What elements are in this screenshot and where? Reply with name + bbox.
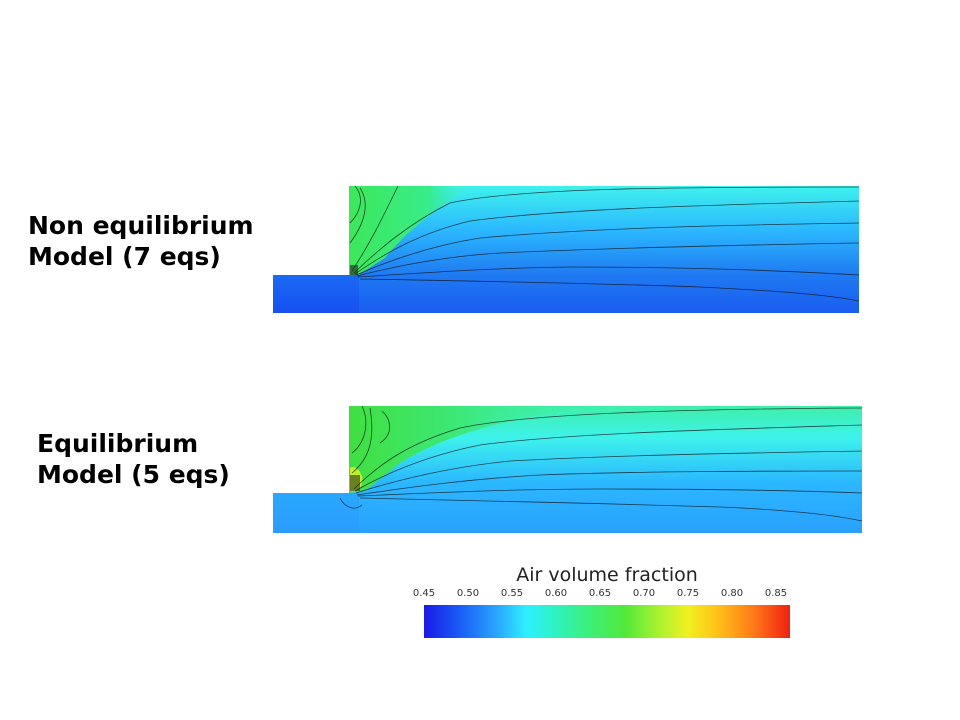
label-line-2: Model (5 eqs): [37, 460, 230, 489]
non-equilibrium-model-label: Non equilibrium Model (7 eqs): [28, 210, 254, 272]
equilibrium-contour-plot: [273, 405, 863, 533]
colorbar-tick: 0.75: [676, 588, 700, 599]
colorbar-gradient: [424, 605, 790, 638]
colorbar-tick-labels: 0.45 0.50 0.55 0.60 0.65 0.70 0.75 0.80 …: [404, 588, 800, 602]
label-line-1: Non equilibrium: [28, 211, 254, 240]
domain-step: [273, 275, 359, 313]
green-region: [349, 186, 480, 275]
colorbar-tick: 0.80: [720, 588, 744, 599]
domain-step: [273, 493, 359, 533]
colorbar-tick: 0.55: [500, 588, 524, 599]
label-line-1: Equilibrium: [37, 429, 199, 458]
non-equilibrium-contour-plot: [273, 185, 860, 313]
colorbar-tick: 0.85: [764, 588, 788, 599]
colorbar-tick: 0.65: [588, 588, 612, 599]
colorbar-title: Air volume fraction: [516, 564, 698, 586]
colorbar-tick: 0.70: [632, 588, 656, 599]
green-region: [349, 406, 600, 493]
equilibrium-model-label: Equilibrium Model (5 eqs): [37, 428, 230, 490]
colorbar-tick: 0.60: [544, 588, 568, 599]
colorbar-tick: 0.45: [412, 588, 436, 599]
colorbar-tick: 0.50: [456, 588, 480, 599]
label-line-2: Model (7 eqs): [28, 242, 221, 271]
